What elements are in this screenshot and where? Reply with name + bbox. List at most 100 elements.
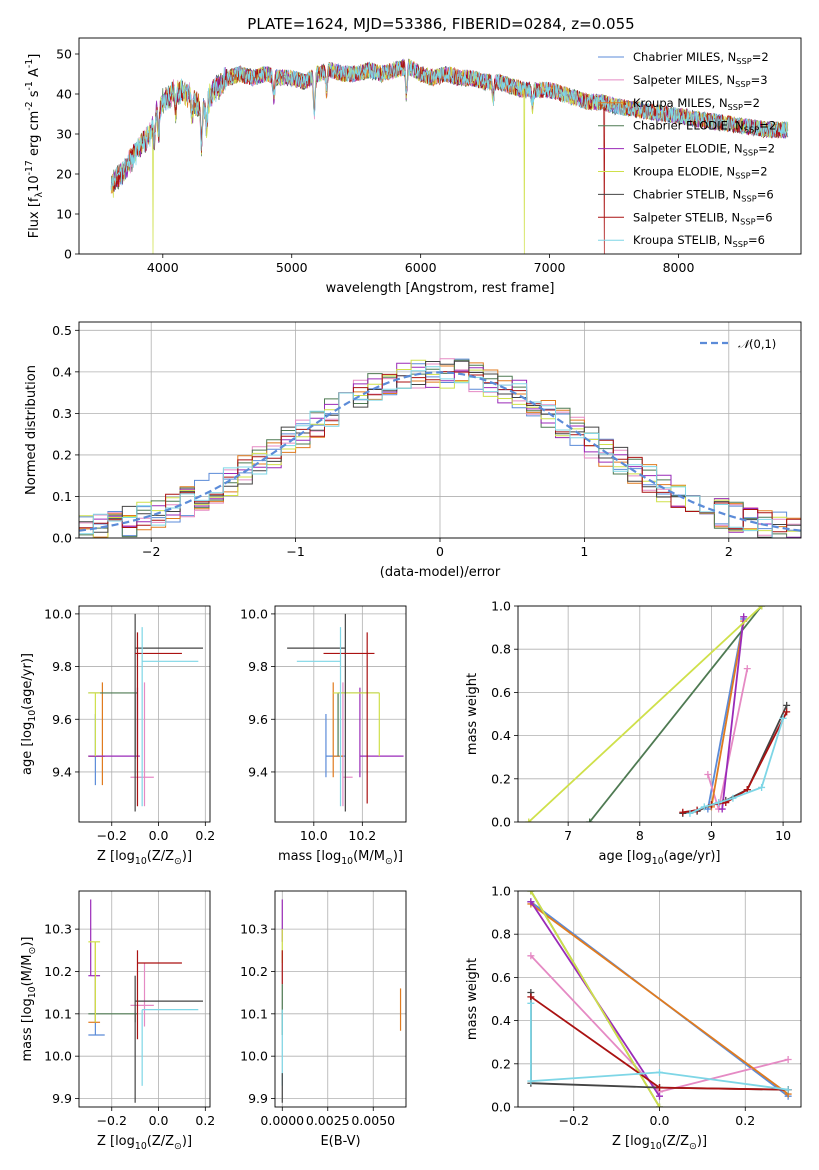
weight-vs-Z-marker <box>527 993 535 1001</box>
mass-vs-ebv-ytick-label: 10.3 <box>240 922 268 937</box>
age-vs-Z-ytick-label: 9.6 <box>52 712 72 727</box>
spectrum-xtick-label: 6000 <box>405 260 437 275</box>
mass-vs-ebv-grid <box>275 891 406 1107</box>
spectrum-ylabel: Flux [fλ10-17 erg cm-2 s-1 A-1] <box>24 54 45 239</box>
residuals-plot-area <box>79 358 801 538</box>
age-vs-mass-point-salpeter-miles <box>342 682 353 807</box>
residuals-xlabel: (data-model)/error <box>380 565 501 580</box>
weight-vs-age-plot-area <box>525 606 791 822</box>
age-vs-Z-point-chabrier-stelib <box>134 613 203 812</box>
age-vs-mass-frame <box>274 605 407 823</box>
weight-vs-age-marker <box>743 665 751 673</box>
age-vs-Z-point-kroupa-miles <box>88 682 105 786</box>
age-vs-mass-point-salpeter-elodie <box>359 687 404 778</box>
weight-vs-Z-xtick-label: −0.2 <box>559 1113 589 1128</box>
weight-vs-age-ticks: 7 8 9 10 0.0 0.2 0.4 0.6 0.8 1.0 <box>491 599 791 844</box>
spectrum-xlabel: wavelength [Angstrom, rest frame] <box>326 281 555 296</box>
mass-vs-ebv-xtick-label: 0.0025 <box>306 1113 350 1128</box>
mass-vs-Z-point-salpeter-elodie <box>88 899 101 977</box>
weight-vs-Z-marker <box>527 898 535 906</box>
weight-vs-Z-series-line <box>530 1003 789 1091</box>
weight-vs-age-ytick-label: 0.4 <box>491 728 511 743</box>
age-vs-mass-point-chabrier-stelib <box>287 613 346 812</box>
age-vs-Z-frame <box>78 605 211 823</box>
age-vs-Z-ytick-label: 9.8 <box>52 659 72 674</box>
weight-vs-Z-marker <box>656 1092 663 1100</box>
spectrum-panel: 4000 5000 6000 7000 8000 0 10 20 30 40 50 wavelengt… <box>24 37 802 296</box>
weight-vs-age-marker <box>525 818 533 822</box>
mass-vs-ebv-plot-area <box>281 899 402 1103</box>
mass-vs-Z-ytick-label: 9.9 <box>52 1091 72 1106</box>
spectrum-xtick-label: 4000 <box>147 260 179 275</box>
weight-vs-Z-marker <box>527 891 535 895</box>
mass-vs-ebv-xtick-label: 0.0050 <box>351 1113 395 1128</box>
weight-vs-age-marker <box>718 805 726 813</box>
weight-vs-age-series-line <box>721 616 745 810</box>
weight-vs-age-marker <box>783 701 791 709</box>
weight-vs-age-xlabel: age [log10(age/yr)] <box>599 849 721 867</box>
residuals-panel: −2 −1 0 1 2 0.0 0.1 0.2 0.3 0.4 0.5 (data-model)/er… <box>24 321 802 580</box>
weight-vs-age-ytick-label: 1.0 <box>491 599 511 614</box>
weight-vs-age-series-salpeter-stelib <box>679 708 791 816</box>
weight-vs-Z-ticks: −0.2 0.0 0.2 0.0 0.2 0.4 0.6 0.8 1.0 <box>491 884 755 1129</box>
weight-vs-Z-frame <box>517 890 802 1108</box>
spectrum-ytick-label: 30 <box>56 127 72 142</box>
mass-vs-ebv-ytick-label: 9.9 <box>248 1091 268 1106</box>
spectrum-series-kroupa-stelib <box>110 60 789 191</box>
age-vs-Z-ytick-label: 9.4 <box>52 764 72 779</box>
weight-vs-Z-marker <box>527 999 535 1007</box>
residuals-ylabel: Normed distribution <box>24 365 39 495</box>
spectrum-ytick-label: 20 <box>56 167 72 182</box>
spectrum-xtick-label: 7000 <box>534 260 566 275</box>
weight-vs-Z-marker <box>656 1084 663 1092</box>
weight-vs-age-marker <box>679 808 687 816</box>
residuals-grid <box>79 322 801 539</box>
spectrum-legend-label: Chabrier STELIB, NSSP=6 <box>633 187 774 203</box>
age-vs-Z-point-kroupa-elodie <box>88 692 101 757</box>
mass-vs-Z-point-salpeter-miles <box>130 963 154 1027</box>
residuals-ytick-label: 0.5 <box>52 323 72 338</box>
residuals-xtick-label: 2 <box>725 544 733 559</box>
residuals-ytick-label: 0.4 <box>52 364 72 379</box>
age-vs-mass-plot-area <box>287 613 404 812</box>
mass-vs-Z-xtick-label: 0.0 <box>149 1113 169 1128</box>
residuals-ytick-label: 0.0 <box>52 531 72 546</box>
mass-vs-Z-ylabel: mass [log10(M/M⊙)] <box>20 937 38 1062</box>
age-vs-Z-panel: −0.2 0.0 0.2 9.4 9.6 9.8 10.0 Z [log10(Z/Z⊙)] ag… <box>20 605 215 867</box>
age-vs-mass-ticks: 10.0 10.2 9.4 9.6 9.8 10.0 <box>240 606 376 843</box>
mass-vs-ebv-panel: 0.0000 0.0025 0.0050 9.9 10.0 10.1 10.2 10.3 E(B… <box>240 890 407 1149</box>
weight-vs-age-marker <box>740 613 748 621</box>
mass-vs-Z-point-chabrier-miles <box>88 975 105 1036</box>
spectrum-xtick-label: 8000 <box>663 260 695 275</box>
weight-vs-age-marker <box>700 803 708 811</box>
residuals-xtick-label: 1 <box>580 544 588 559</box>
age-vs-mass-point-kroupa-stelib <box>296 627 342 807</box>
age-vs-mass-xtick-label: 10.2 <box>348 828 376 843</box>
age-vs-Z-xlabel: Z [log10(Z/Z⊙)] <box>97 849 192 867</box>
weight-vs-age-series-salpeter-miles <box>704 665 751 813</box>
spectrum-legend-label: Salpeter MILES, NSSP=3 <box>633 73 768 89</box>
age-vs-Z-point-salpeter-elodie <box>88 687 140 757</box>
weight-vs-Z-xtick-label: 0.0 <box>650 1113 670 1128</box>
spectrum-legend-label: Chabrier ELODIE, NSSP=2 <box>633 119 776 135</box>
weight-vs-Z-ytick-label: 0.2 <box>491 1056 511 1071</box>
weight-vs-Z-series-line <box>530 891 661 1107</box>
mass-vs-ebv-ytick-label: 10.2 <box>240 964 268 979</box>
age-vs-Z-point-kroupa-stelib <box>141 627 199 807</box>
mass-vs-ebv-xtick-label: 0.0000 <box>260 1113 304 1128</box>
weight-vs-Z-marker <box>784 1055 792 1063</box>
weight-vs-age-series-line <box>710 620 745 808</box>
age-vs-mass-ytick-label: 9.8 <box>248 659 268 674</box>
weight-vs-age-marker <box>779 714 787 722</box>
weight-vs-age-marker <box>758 783 766 791</box>
weight-vs-age-ylabel: mass weight <box>465 673 480 755</box>
age-vs-Z-xtick-label: 0.0 <box>149 828 169 843</box>
weight-vs-age-series-chabrier-stelib <box>679 701 791 817</box>
weight-vs-age-series-kroupa-stelib <box>686 714 787 817</box>
age-vs-Z-point-salpeter-stelib <box>135 632 182 807</box>
mass-vs-Z-xtick-label: 0.2 <box>195 1113 215 1128</box>
weight-vs-age-ytick-label: 0.8 <box>491 642 511 657</box>
mass-vs-Z-frame <box>78 890 211 1108</box>
spectrum-legend: Chabrier MILES, NSSP=2 Salpeter MILES, NS… <box>598 50 776 249</box>
